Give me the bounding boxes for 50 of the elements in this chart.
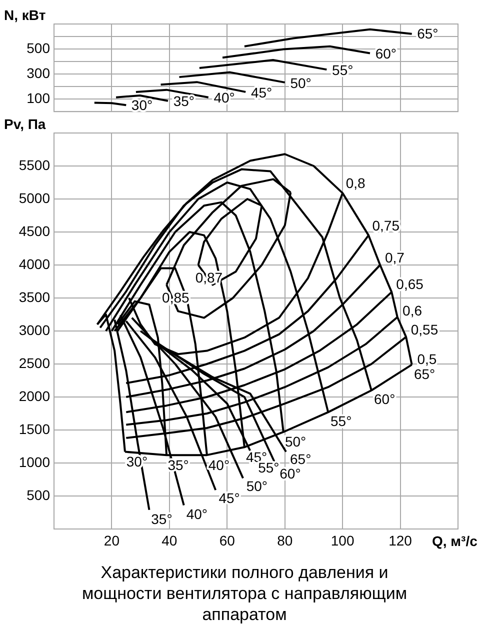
y-tick-label: 2000: [18, 388, 50, 404]
series-label: 55°: [330, 413, 352, 430]
y-tick-label: 500: [26, 486, 50, 503]
series-label: 50°: [284, 434, 306, 450]
y-axis-title: N, кВт: [4, 7, 46, 23]
x-tick-label: 60: [219, 532, 236, 548]
y-tick-label: 4000: [18, 256, 50, 272]
series-label: 50°: [246, 478, 268, 494]
series-label: 0,55: [410, 321, 438, 338]
y-tick-label: 300: [26, 64, 50, 81]
series-label: 30°: [131, 97, 153, 114]
series-label: 40°: [208, 456, 230, 473]
series-label: 60°: [374, 391, 396, 408]
series-label: 0,65: [396, 276, 424, 292]
series-label: 0,7: [384, 250, 405, 266]
series-label: 0,6: [402, 302, 422, 319]
x-tick-label: 100: [330, 532, 354, 548]
series-label: 40°: [186, 506, 208, 522]
y-tick-label: 4500: [18, 222, 50, 239]
x-tick-label: 80: [277, 532, 293, 548]
y-axis-title: Pv, Па: [4, 116, 46, 132]
series-label: 50°: [290, 74, 312, 91]
series-label: 35°: [173, 93, 195, 110]
series-label: 0,75: [372, 217, 400, 234]
series-label: 55°: [332, 62, 354, 78]
y-tick-label: 2500: [18, 354, 50, 371]
series-label: 65°: [290, 450, 312, 467]
text: Характеристики полного давления и мощности вентилятора с направляющим аппаратом: [80, 562, 408, 625]
series-label: 45°: [250, 84, 272, 100]
y-tick-label: 3000: [18, 322, 50, 338]
y-tick-label: 5000: [18, 190, 50, 206]
series-label: 45°: [218, 490, 240, 506]
x-tick-label: 40: [162, 532, 178, 548]
series-label: 65°: [414, 366, 436, 382]
series-label: 60°: [280, 465, 301, 482]
series-label: 65°: [417, 26, 438, 42]
x-axis-title: Q, м³/с: [432, 533, 478, 549]
series-label: 35°: [151, 511, 172, 528]
x-tick-label: 120: [388, 532, 412, 548]
y-tick-label: 1500: [18, 420, 50, 437]
series-label: 60°: [375, 46, 396, 62]
y-tick-label: 3500: [18, 288, 50, 305]
series-label: 0,8: [346, 174, 366, 191]
y-tick-label: 5500: [18, 156, 50, 173]
series-label: 0,5: [417, 351, 437, 368]
y-tick-label: 500: [26, 40, 50, 56]
y-tick-label: 100: [26, 90, 50, 106]
x-tick-label: 20: [104, 532, 120, 548]
series-label: 40°: [214, 90, 235, 106]
y-tick-label: 1000: [18, 454, 50, 470]
